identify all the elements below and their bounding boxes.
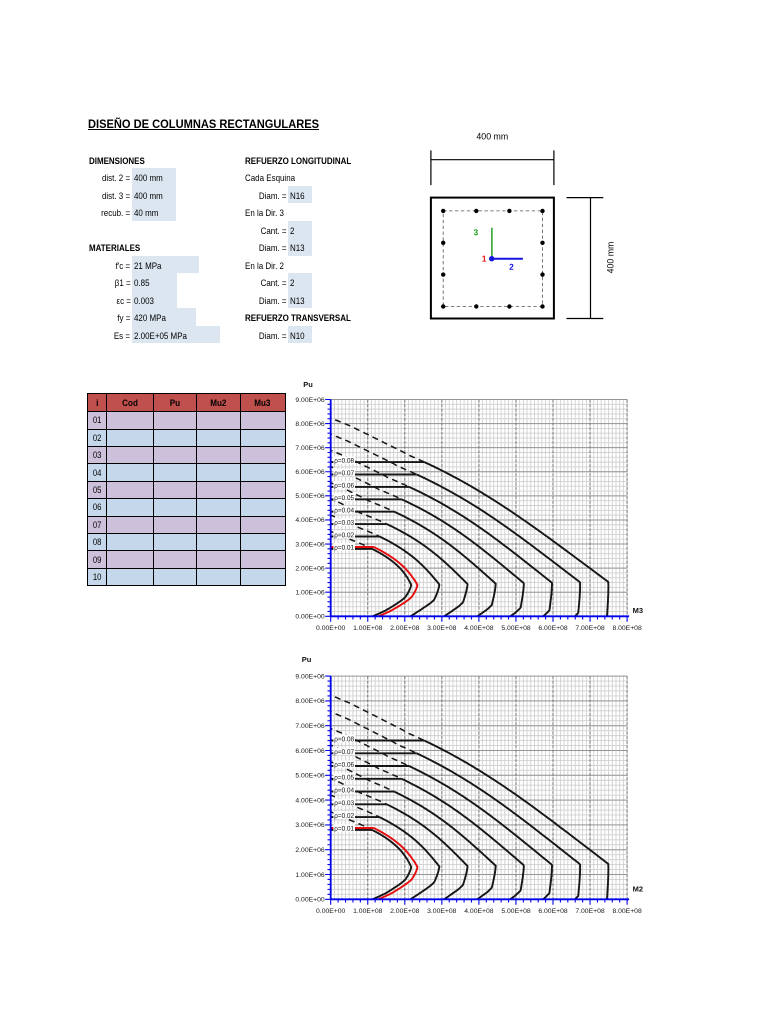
svg-text:M3: M3 [633,606,643,615]
svg-text:1.00E+08: 1.00E+08 [353,625,383,632]
svg-text:3.00E+06: 3.00E+06 [295,541,325,548]
svg-text:7.00E+06: 7.00E+06 [295,445,325,452]
svg-text:1.00E+08: 1.00E+08 [353,908,383,915]
svg-text:8.00E+06: 8.00E+06 [295,698,325,705]
svg-text:400 mm: 400 mm [476,132,508,142]
svg-text:3.00E+08: 3.00E+08 [427,625,457,632]
svg-text:Pu: Pu [302,655,312,664]
svg-text:2.00E+06: 2.00E+06 [295,847,325,854]
svg-text:2.00E+08: 2.00E+08 [390,625,420,632]
svg-text:3.00E+06: 3.00E+06 [295,822,325,829]
svg-text:8.00E+08: 8.00E+08 [612,908,642,915]
svg-text:4.00E+08: 4.00E+08 [464,908,494,915]
svg-text:3.00E+08: 3.00E+08 [427,908,457,915]
svg-text:7.00E+08: 7.00E+08 [575,625,605,632]
svg-text:6.00E+08: 6.00E+08 [538,908,568,915]
svg-text:M2: M2 [633,884,643,893]
svg-text:4.00E+06: 4.00E+06 [295,797,325,804]
svg-text:6.00E+06: 6.00E+06 [295,469,325,476]
svg-text:0.00E+00: 0.00E+00 [316,625,346,632]
svg-text:8.00E+08: 8.00E+08 [612,625,642,632]
svg-text:0.00E+00: 0.00E+00 [295,614,325,621]
svg-text:7.00E+08: 7.00E+08 [575,908,605,915]
svg-text:9.00E+06: 9.00E+06 [295,397,325,404]
svg-text:2.00E+08: 2.00E+08 [390,908,420,915]
svg-text:1.00E+06: 1.00E+06 [295,590,325,597]
svg-text:5.00E+06: 5.00E+06 [295,493,325,500]
svg-text:4.00E+08: 4.00E+08 [464,625,494,632]
svg-text:9.00E+06: 9.00E+06 [295,673,325,680]
svg-text:5.00E+08: 5.00E+08 [501,908,531,915]
svg-text:0.00E+00: 0.00E+00 [295,897,325,904]
svg-text:6.00E+08: 6.00E+08 [538,625,568,632]
svg-text:6.00E+06: 6.00E+06 [295,748,325,755]
svg-text:0.00E+00: 0.00E+00 [316,908,346,915]
svg-text:4.00E+06: 4.00E+06 [295,517,325,524]
svg-text:5.00E+08: 5.00E+08 [501,625,531,632]
svg-text:2.00E+06: 2.00E+06 [295,565,325,572]
svg-text:1.00E+06: 1.00E+06 [295,872,325,879]
svg-text:Pu: Pu [303,380,313,389]
svg-text:7.00E+06: 7.00E+06 [295,723,325,730]
svg-text:8.00E+06: 8.00E+06 [295,421,325,428]
svg-text:400 mm: 400 mm [606,242,616,274]
svg-text:5.00E+06: 5.00E+06 [295,773,325,780]
